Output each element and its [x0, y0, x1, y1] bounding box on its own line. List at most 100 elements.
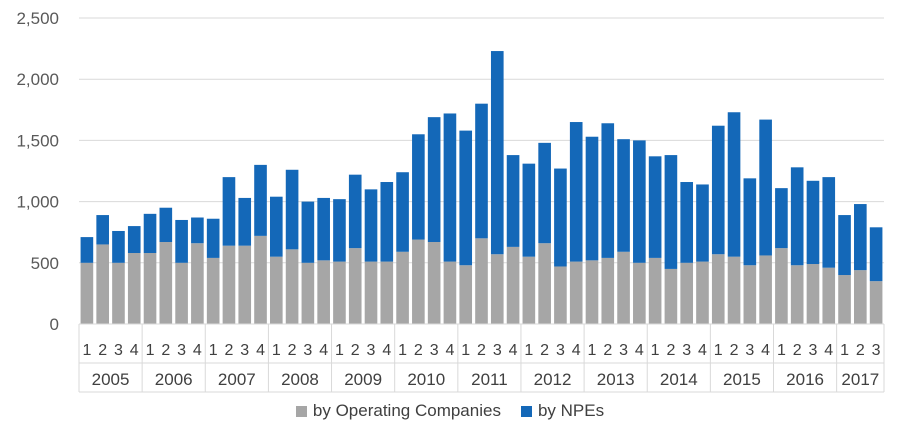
bar-npes: [428, 117, 441, 242]
bar-npes: [523, 164, 536, 257]
bar-operating-companies: [838, 275, 851, 324]
bar-npes: [791, 167, 804, 265]
bar-npes: [238, 198, 251, 246]
legend: by Operating Companies by NPEs: [0, 398, 900, 424]
x-tick-label-year: 2014: [660, 370, 698, 389]
bar-operating-companies: [191, 243, 204, 324]
x-tick-label-quarter: 1: [398, 342, 407, 359]
bar-operating-companies: [507, 247, 520, 324]
x-tick-label-quarter: 2: [351, 342, 360, 359]
x-tick-label-quarter: 1: [82, 342, 91, 359]
bar-operating-companies: [665, 269, 678, 324]
bar-npes: [160, 208, 173, 242]
bar-operating-companies: [601, 258, 614, 324]
bar-operating-companies: [744, 265, 757, 324]
bar-npes: [728, 112, 741, 256]
bar-operating-companies: [160, 242, 173, 324]
y-tick-label: 2,000: [16, 70, 59, 89]
x-tick-label-quarter: 4: [509, 342, 518, 359]
bar-npes: [601, 123, 614, 258]
x-tick-label-quarter: 1: [651, 342, 660, 359]
x-tick-label-year: 2010: [407, 370, 445, 389]
bar-npes: [838, 215, 851, 275]
x-tick-label-quarter: 2: [730, 342, 739, 359]
bar-npes: [807, 181, 820, 264]
bar-operating-companies: [380, 262, 393, 324]
x-tick-label-quarter: 3: [303, 342, 312, 359]
x-tick-label-quarter: 4: [572, 342, 581, 359]
x-tick-label-quarter: 3: [177, 342, 186, 359]
bar-npes: [396, 172, 409, 252]
bar-npes: [459, 131, 472, 266]
bar-operating-companies: [523, 257, 536, 324]
x-tick-label-quarter: 1: [272, 342, 281, 359]
legend-swatch-operating: [296, 406, 307, 417]
x-tick-label-year: 2007: [218, 370, 256, 389]
x-tick-label-year: 2012: [534, 370, 572, 389]
x-tick-label-quarter: 2: [603, 342, 612, 359]
bar-operating-companies: [428, 242, 441, 324]
bar-operating-companies: [696, 262, 709, 324]
bar-operating-companies: [365, 262, 378, 324]
bar-npes: [586, 137, 599, 261]
x-tick-label-quarter: 2: [477, 342, 486, 359]
x-tick-label-year: 2011: [471, 370, 508, 389]
x-tick-label-quarter: 3: [367, 342, 376, 359]
legend-item-operating: by Operating Companies: [296, 401, 501, 421]
bar-operating-companies: [633, 263, 646, 324]
bar-npes: [538, 143, 551, 243]
x-tick-label-quarter: 2: [856, 342, 865, 359]
bar-npes: [175, 220, 188, 263]
bar-npes: [254, 165, 267, 236]
x-tick-label-quarter: 2: [224, 342, 233, 359]
bar-operating-companies: [854, 270, 867, 324]
x-tick-label-quarter: 1: [461, 342, 470, 359]
x-tick-label-quarter: 4: [319, 342, 328, 359]
stacked-bar-chart: 05001,0001,5002,0002,500 123420051234200…: [0, 0, 900, 398]
x-tick-label-quarter: 3: [430, 342, 439, 359]
x-tick-label-quarter: 2: [793, 342, 802, 359]
y-tick-label: 2,500: [16, 9, 59, 28]
bar-npes: [349, 175, 362, 248]
bar-npes: [649, 156, 662, 258]
x-tick-label-quarter: 4: [698, 342, 707, 359]
x-tick-label-quarter: 4: [382, 342, 391, 359]
x-tick-label-quarter: 2: [540, 342, 549, 359]
bar-npes: [633, 140, 646, 262]
x-tick-label-quarter: 1: [588, 342, 597, 359]
bar-npes: [302, 202, 315, 263]
x-tick-label-year: 2008: [281, 370, 319, 389]
x-tick-label-year: 2009: [344, 370, 382, 389]
x-tick-label-quarter: 4: [635, 342, 644, 359]
bar-operating-companies: [175, 263, 188, 324]
bar-operating-companies: [349, 248, 362, 324]
bar-npes: [665, 155, 678, 269]
bar-npes: [696, 184, 709, 261]
x-tick-label-quarter: 3: [556, 342, 565, 359]
x-tick-label-quarter: 2: [414, 342, 423, 359]
x-tick-label-quarter: 4: [445, 342, 454, 359]
x-tick-label-quarter: 4: [130, 342, 139, 359]
bar-npes: [286, 170, 299, 250]
x-tick-label-quarter: 1: [146, 342, 155, 359]
bar-npes: [223, 177, 236, 246]
x-tick-label-year: 2015: [723, 370, 761, 389]
bar-npes: [570, 122, 583, 262]
bar-operating-companies: [81, 263, 94, 324]
bar-operating-companies: [712, 254, 725, 324]
x-tick-label-quarter: 3: [809, 342, 818, 359]
bar-operating-companies: [807, 264, 820, 324]
x-tick-label-quarter: 3: [114, 342, 123, 359]
bar-operating-companies: [617, 252, 630, 324]
bar-npes: [444, 113, 457, 261]
bar-operating-companies: [759, 255, 772, 324]
x-tick-label-quarter: 1: [335, 342, 344, 359]
x-tick-label-quarter: 4: [256, 342, 265, 359]
bar-npes: [759, 120, 772, 256]
bar-operating-companies: [728, 257, 741, 324]
bar-operating-companies: [238, 246, 251, 324]
x-tick-label-year: 2016: [786, 370, 824, 389]
bar-operating-companies: [112, 263, 125, 324]
bar-operating-companies: [223, 246, 236, 324]
bar-operating-companies: [270, 257, 283, 324]
